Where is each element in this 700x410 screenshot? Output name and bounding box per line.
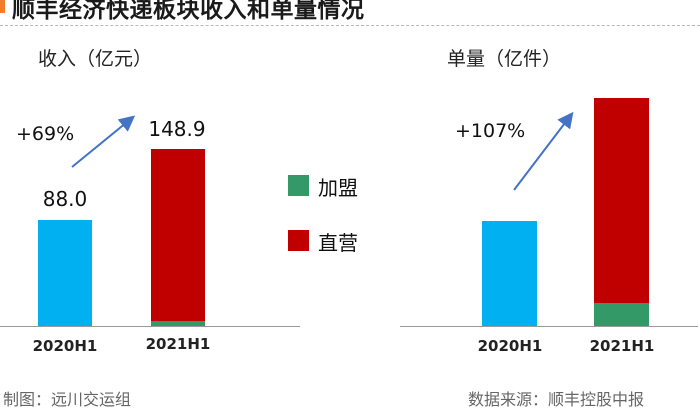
volume-bar-2021h1-franchise	[594, 303, 649, 326]
page-title: 顺丰经济快递板块收入和单量情况	[12, 0, 365, 23]
volume-xlabel-2020h1: 2020H1	[477, 337, 543, 355]
title-accent-bar	[0, 0, 5, 13]
volume-xlabel-2021h1: 2021H1	[589, 337, 655, 355]
volume-bar-2020h1	[482, 221, 537, 326]
revenue-growth-arrow-icon	[71, 115, 136, 168]
volume-growth-arrow-icon	[513, 111, 574, 191]
revenue-bar-2020h1	[38, 220, 92, 326]
revenue-2020-value: 88.0	[42, 187, 88, 211]
revenue-bar-2021h1-franchise	[151, 321, 205, 326]
revenue-2021-value: 148.9	[148, 117, 206, 141]
legend-swatch-direct	[288, 230, 309, 251]
title-divider	[0, 25, 700, 26]
volume-growth-label: +107%	[455, 120, 526, 142]
revenue-xlabel-2020h1: 2020H1	[32, 337, 98, 355]
volume-bar-2021h1-direct	[594, 98, 649, 303]
volume-panel-title: 单量（亿件）	[447, 48, 562, 70]
revenue-xlabel-2021h1: 2021H1	[145, 335, 211, 353]
legend-label-direct: 直营	[318, 231, 358, 255]
volume-x-axis	[400, 326, 698, 327]
legend-swatch-franchise	[288, 175, 309, 196]
revenue-bar-2021h1-direct	[151, 149, 205, 321]
legend-label-franchise: 加盟	[318, 176, 358, 200]
footer-credit: 制图：远川交运组	[3, 390, 132, 409]
revenue-x-axis	[0, 326, 300, 327]
revenue-panel-title: 收入（亿元）	[38, 48, 153, 70]
footer-source: 数据来源：顺丰控股中报	[468, 390, 645, 409]
revenue-growth-label: +69%	[16, 123, 75, 145]
